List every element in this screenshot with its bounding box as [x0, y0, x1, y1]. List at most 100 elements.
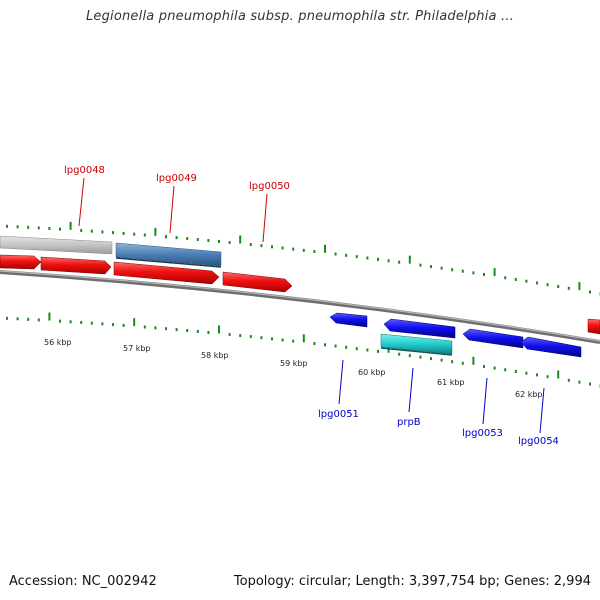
tick-minor: [122, 323, 125, 327]
tick-minor: [186, 329, 189, 333]
tick-major: [154, 227, 157, 236]
leader-lpg0053: [482, 377, 488, 425]
tick-minor: [292, 339, 295, 343]
tick-major: [48, 312, 51, 321]
kbp-label-61: 61 kbp: [437, 378, 465, 387]
tick-minor: [345, 345, 348, 349]
tick-major: [302, 334, 305, 343]
tick-minor: [440, 358, 443, 362]
tick-minor: [80, 320, 83, 324]
kbp-label-62: 62 kbp: [515, 390, 543, 399]
accession-text: Accession: NC_002942: [9, 574, 157, 589]
tick-minor: [16, 317, 19, 321]
tick-minor: [292, 247, 295, 251]
tick-minor: [313, 342, 316, 346]
gene-label-lpg0050[interactable]: lpg0050: [249, 181, 290, 192]
leader-lpg0050: [262, 193, 268, 243]
genome-backbone: [0, 270, 600, 344]
gene-feature-gray[interactable]: [0, 235, 113, 255]
tick-minor: [37, 226, 40, 230]
tick-minor: [398, 352, 401, 356]
gene-arrow-lpg0053[interactable]: [462, 328, 524, 349]
tick-minor: [133, 232, 136, 236]
leader-lpg0049: [169, 185, 175, 234]
tick-minor: [440, 266, 443, 270]
tick-minor: [366, 256, 369, 260]
tick-minor: [228, 240, 231, 244]
tick-minor: [175, 328, 178, 332]
tick-ring-bottom: [6, 312, 600, 388]
gene-label-lpg0051[interactable]: lpg0051: [318, 409, 359, 420]
tick-minor: [260, 244, 263, 248]
tick-minor: [48, 227, 51, 231]
gene-feature-prpB[interactable]: [380, 333, 453, 355]
tick-minor: [377, 257, 379, 261]
tick-minor: [228, 332, 231, 336]
gene-label-lpg0054[interactable]: lpg0054: [518, 436, 559, 447]
gene-arrow-lpg0054[interactable]: [520, 336, 582, 358]
tick-minor: [27, 317, 30, 321]
gene-label-prpB[interactable]: prpB: [397, 417, 421, 428]
kbp-label-58: 58 kbp: [201, 351, 229, 360]
tick-minor: [59, 319, 61, 323]
tick-minor: [451, 268, 454, 272]
tick-minor: [281, 338, 284, 342]
tick-minor: [408, 354, 411, 358]
tick-minor: [398, 260, 401, 264]
tick-minor: [101, 230, 104, 234]
kbp-label-59: 59 kbp: [280, 359, 308, 368]
tick-minor: [80, 228, 83, 232]
gene-arrow-lpg0051[interactable]: [329, 312, 368, 328]
leader-lpg0051: [338, 359, 344, 405]
gene-feature-prpB-shadow: [380, 347, 453, 356]
tick-minor: [536, 373, 538, 377]
tick-minor: [504, 368, 507, 372]
gene-arrow-prpB-upper[interactable]: [383, 318, 456, 339]
gene-label-lpg0053[interactable]: lpg0053: [462, 428, 503, 439]
gene-arrow-lpg0050[interactable]: [222, 271, 293, 293]
genome-title: Legionella pneumophila subsp. pneumophil…: [85, 9, 515, 24]
tick-major: [408, 255, 411, 264]
gene-arrow-lpg0048[interactable]: [40, 256, 112, 275]
tick-minor: [249, 335, 252, 339]
gene-label-lpg0048[interactable]: lpg0048: [64, 165, 105, 176]
leader-lpg0048: [78, 177, 85, 227]
tick-minor: [514, 369, 517, 373]
tick-minor: [430, 357, 432, 361]
tick-minor: [90, 321, 93, 325]
tick-minor: [218, 239, 220, 243]
tick-minor: [472, 271, 475, 275]
tick-minor: [90, 229, 93, 233]
tick-minor: [101, 322, 104, 326]
gene-feature-lpg0049[interactable]: [115, 242, 222, 267]
tick-minor: [271, 245, 273, 249]
tick-minor: [557, 284, 560, 288]
tick-minor: [69, 320, 72, 324]
tick-minor: [536, 281, 538, 285]
tick-minor: [302, 248, 305, 252]
tick-minor: [324, 343, 326, 347]
tick-major: [472, 356, 475, 365]
tick-minor: [419, 355, 422, 359]
tick-major: [239, 235, 242, 244]
tick-major: [578, 282, 581, 291]
gene-arrow-red-edge[interactable]: [587, 318, 600, 335]
tick-minor: [461, 361, 464, 365]
kbp-label-56: 56 kbp: [44, 338, 72, 347]
tick-minor: [483, 272, 485, 276]
tick-major: [133, 318, 136, 327]
tick-minor: [175, 236, 178, 240]
leader-prpB: [408, 367, 414, 413]
tick-minor: [122, 231, 125, 235]
gene-label-lpg0049[interactable]: lpg0049: [156, 173, 197, 184]
tick-minor: [143, 325, 146, 329]
gene-arrow-red-1[interactable]: [0, 254, 42, 270]
tick-minor: [165, 235, 167, 239]
tick-minor: [196, 237, 199, 241]
tick-minor: [334, 252, 337, 256]
gene-arrow-lpg0049[interactable]: [113, 261, 220, 285]
tick-major: [324, 244, 326, 253]
tick-minor: [27, 225, 30, 229]
tick-minor: [451, 360, 454, 364]
